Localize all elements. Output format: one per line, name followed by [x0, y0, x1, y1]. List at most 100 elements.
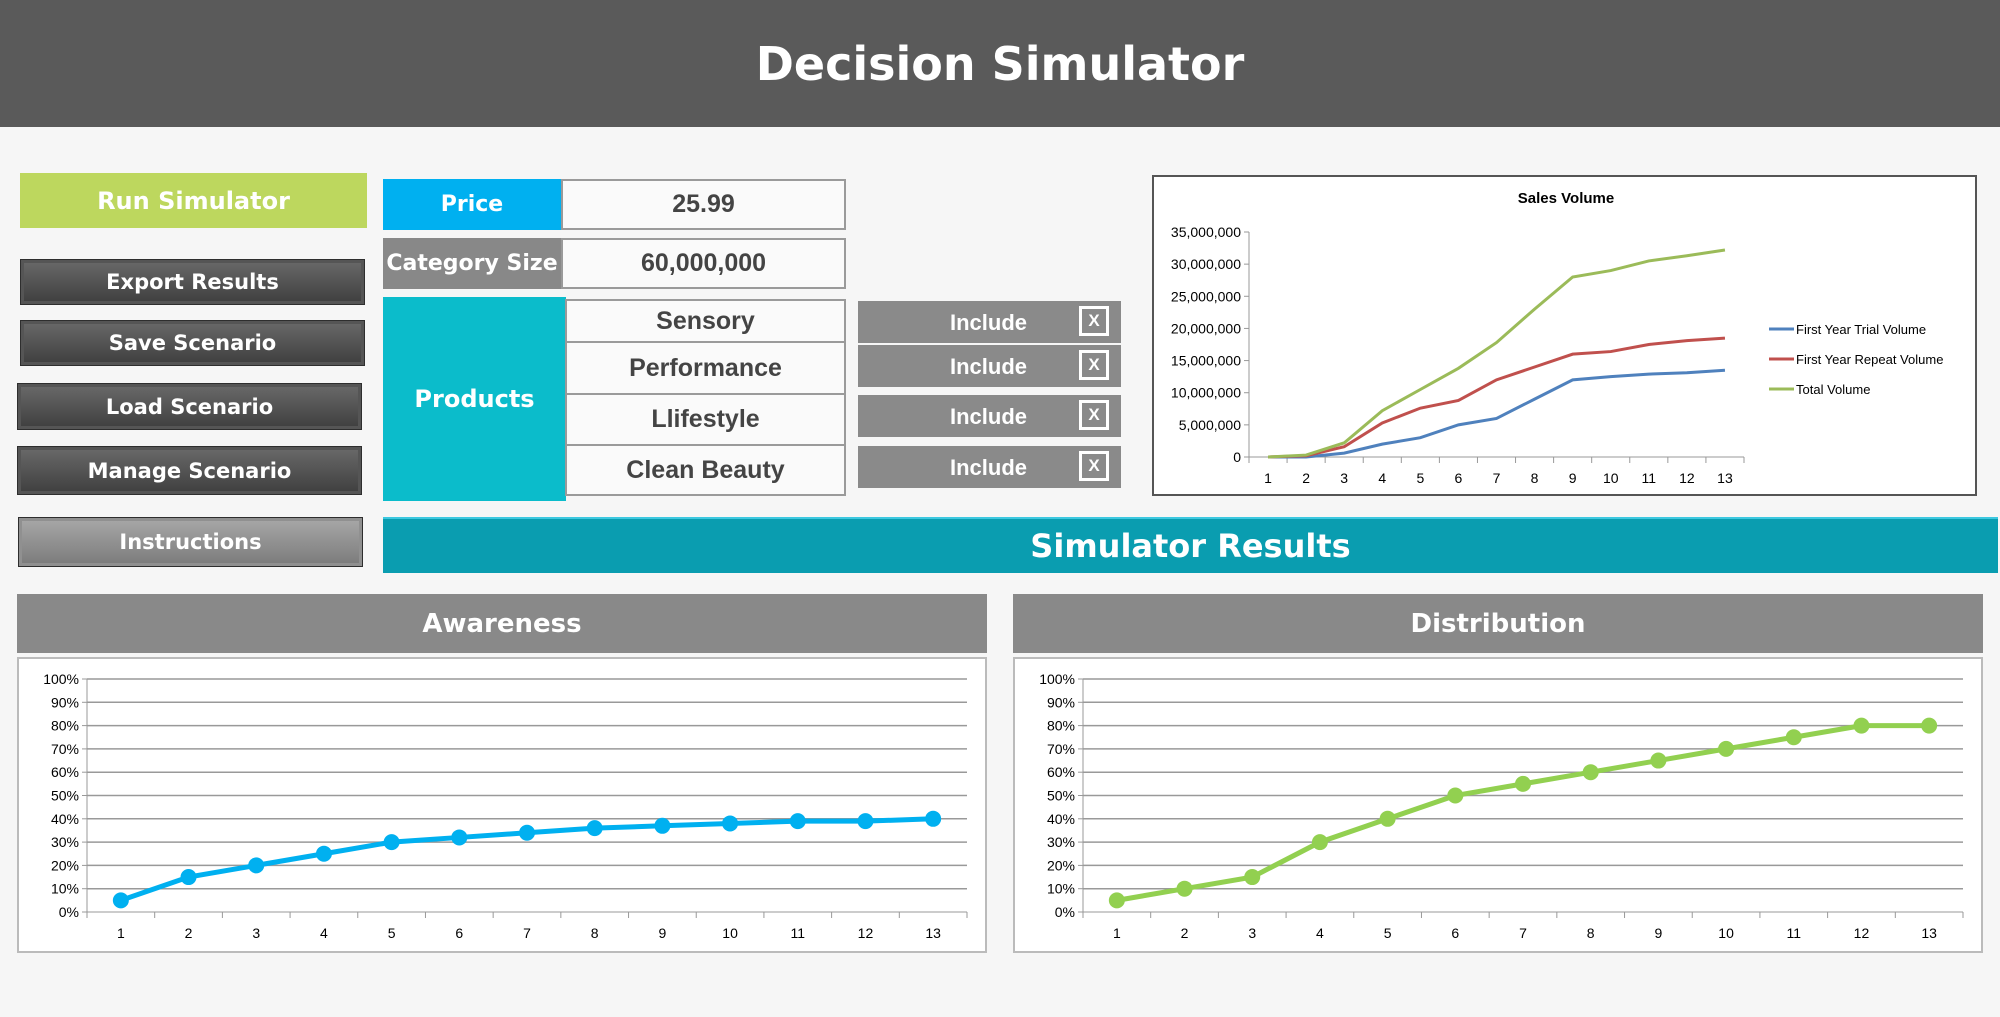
x-tick-label: 9: [658, 925, 666, 941]
x-tick-label: 5: [388, 925, 396, 941]
price-label: Price: [383, 179, 561, 230]
price-input[interactable]: 25.99: [561, 179, 846, 230]
x-tick-label: 12: [1679, 470, 1695, 486]
data-point: [180, 869, 197, 886]
load-scenario-button[interactable]: Load Scenario: [17, 383, 362, 430]
x-tick-label: 5: [1384, 925, 1392, 941]
x-tick-label: 1: [1264, 470, 1272, 486]
data-point: [1921, 717, 1938, 734]
product-sensory: Sensory: [565, 299, 846, 343]
data-point: [248, 857, 265, 874]
include-checkbox[interactable]: X: [1079, 400, 1109, 430]
awareness-chart: 0% 10% 20% 30% 40% 50% 60% 70% 80% 90% 100% 1 2 3 4 5 6 7…: [17, 657, 987, 953]
legend-label: Total Volume: [1796, 382, 1870, 397]
chart-title: Sales Volume: [1518, 190, 1614, 207]
include-label: Include: [950, 455, 1028, 480]
x-tick-label: 7: [523, 925, 531, 941]
y-tick-label: 15,000,000: [1171, 353, 1241, 369]
include-label: Include: [950, 404, 1028, 429]
data-point: [1176, 880, 1193, 897]
x-tick-label: 13: [1921, 925, 1937, 941]
x-tick-label: 2: [1181, 925, 1189, 941]
y-tick-label: 100%: [1039, 671, 1075, 687]
include-checkbox[interactable]: X: [1079, 306, 1109, 336]
simulator-results-banner: Simulator Results: [383, 517, 1998, 573]
x-tick-label: 11: [1786, 925, 1801, 941]
x-tick-label: 6: [1455, 470, 1463, 486]
x-tick-label: 8: [1531, 470, 1539, 486]
y-tick-label: 40%: [1047, 811, 1075, 827]
y-tick-label: 0: [1233, 449, 1241, 465]
data-point: [451, 829, 468, 846]
y-tick-label: 40%: [51, 811, 79, 827]
series-line: [1267, 248, 1726, 459]
data-point: [1108, 892, 1125, 909]
data-point: [1515, 775, 1531, 792]
x-tick-label: 1: [1113, 925, 1121, 941]
y-tick-label: 50%: [51, 788, 79, 804]
y-tick-label: 10%: [1047, 881, 1075, 897]
product-clean-beauty: Clean Beauty: [565, 444, 846, 496]
y-tick-label: 90%: [1047, 694, 1075, 710]
x-tick-label: 12: [1854, 925, 1870, 941]
y-tick-label: 10,000,000: [1171, 385, 1241, 401]
y-tick-label: 100%: [43, 671, 79, 687]
y-tick-label: 20%: [1047, 857, 1075, 873]
x-tick-label: 3: [1340, 470, 1348, 486]
product-lifestyle: Llifestyle: [565, 393, 846, 446]
distribution-header: Distribution: [1013, 594, 1983, 653]
save-scenario-button[interactable]: Save Scenario: [20, 320, 365, 366]
y-tick-label: 30%: [1047, 834, 1075, 850]
include-checkbox[interactable]: X: [1079, 350, 1109, 380]
series-line: [1268, 368, 1726, 459]
y-tick-label: 60%: [51, 764, 79, 780]
category-size-label: Category Size: [383, 238, 561, 289]
include-toggle-sensory[interactable]: Include X: [858, 301, 1121, 343]
y-tick-label: 70%: [51, 741, 79, 757]
x-tick-label: 13: [925, 925, 941, 941]
x-tick-label: 5: [1416, 470, 1424, 486]
y-tick-label: 10%: [51, 881, 79, 897]
data-point: [1853, 717, 1870, 734]
x-tick-label: 9: [1654, 925, 1662, 941]
include-toggle-clean-beauty[interactable]: Include X: [858, 446, 1121, 488]
include-label: Include: [950, 354, 1028, 379]
y-tick-label: 25,000,000: [1171, 288, 1241, 304]
x-tick-label: 6: [455, 925, 463, 941]
include-checkbox[interactable]: X: [1079, 451, 1109, 481]
page-title: Decision Simulator: [755, 36, 1245, 91]
include-toggle-lifestyle[interactable]: Include X: [858, 395, 1121, 437]
export-results-button[interactable]: Export Results: [20, 259, 365, 305]
include-toggle-performance[interactable]: Include X: [858, 345, 1121, 387]
data-point: [112, 892, 129, 909]
x-tick-label: 10: [1718, 925, 1734, 941]
data-point: [1379, 810, 1396, 827]
series-line: [1116, 723, 1930, 903]
data-point: [519, 824, 535, 841]
x-tick-label: 4: [1378, 470, 1386, 486]
category-size-input[interactable]: 60,000,000: [561, 238, 846, 289]
x-tick-label: 13: [1717, 470, 1733, 486]
sales-volume-chart: Sales Volume 0 5,000,000 10,000,000 15,000,0…: [1152, 175, 1977, 496]
product-performance: Performance: [565, 341, 846, 395]
data-point: [654, 817, 671, 834]
x-tick-label: 3: [1248, 925, 1256, 941]
data-point: [586, 820, 603, 837]
run-simulator-button[interactable]: Run Simulator: [20, 173, 367, 228]
app-header: Decision Simulator: [0, 0, 2000, 127]
y-tick-label: 60%: [1047, 764, 1075, 780]
y-tick-label: 0%: [1055, 904, 1075, 920]
distribution-chart: 0% 10% 20% 30% 40% 50% 60% 70% 80% 90% 100% 1 2 3 4 5 6 7…: [1013, 657, 1983, 953]
data-point: [789, 813, 806, 830]
data-point: [722, 815, 739, 832]
x-tick-label: 8: [1587, 925, 1595, 941]
data-point: [1244, 869, 1261, 886]
y-tick-label: 20%: [51, 857, 79, 873]
data-point: [315, 845, 332, 862]
manage-scenario-button[interactable]: Manage Scenario: [17, 446, 362, 495]
x-tick-label: 4: [320, 925, 328, 941]
data-point: [1447, 787, 1464, 804]
include-label: Include: [950, 310, 1028, 335]
x-tick-label: 8: [591, 925, 599, 941]
instructions-button[interactable]: Instructions: [18, 517, 363, 567]
